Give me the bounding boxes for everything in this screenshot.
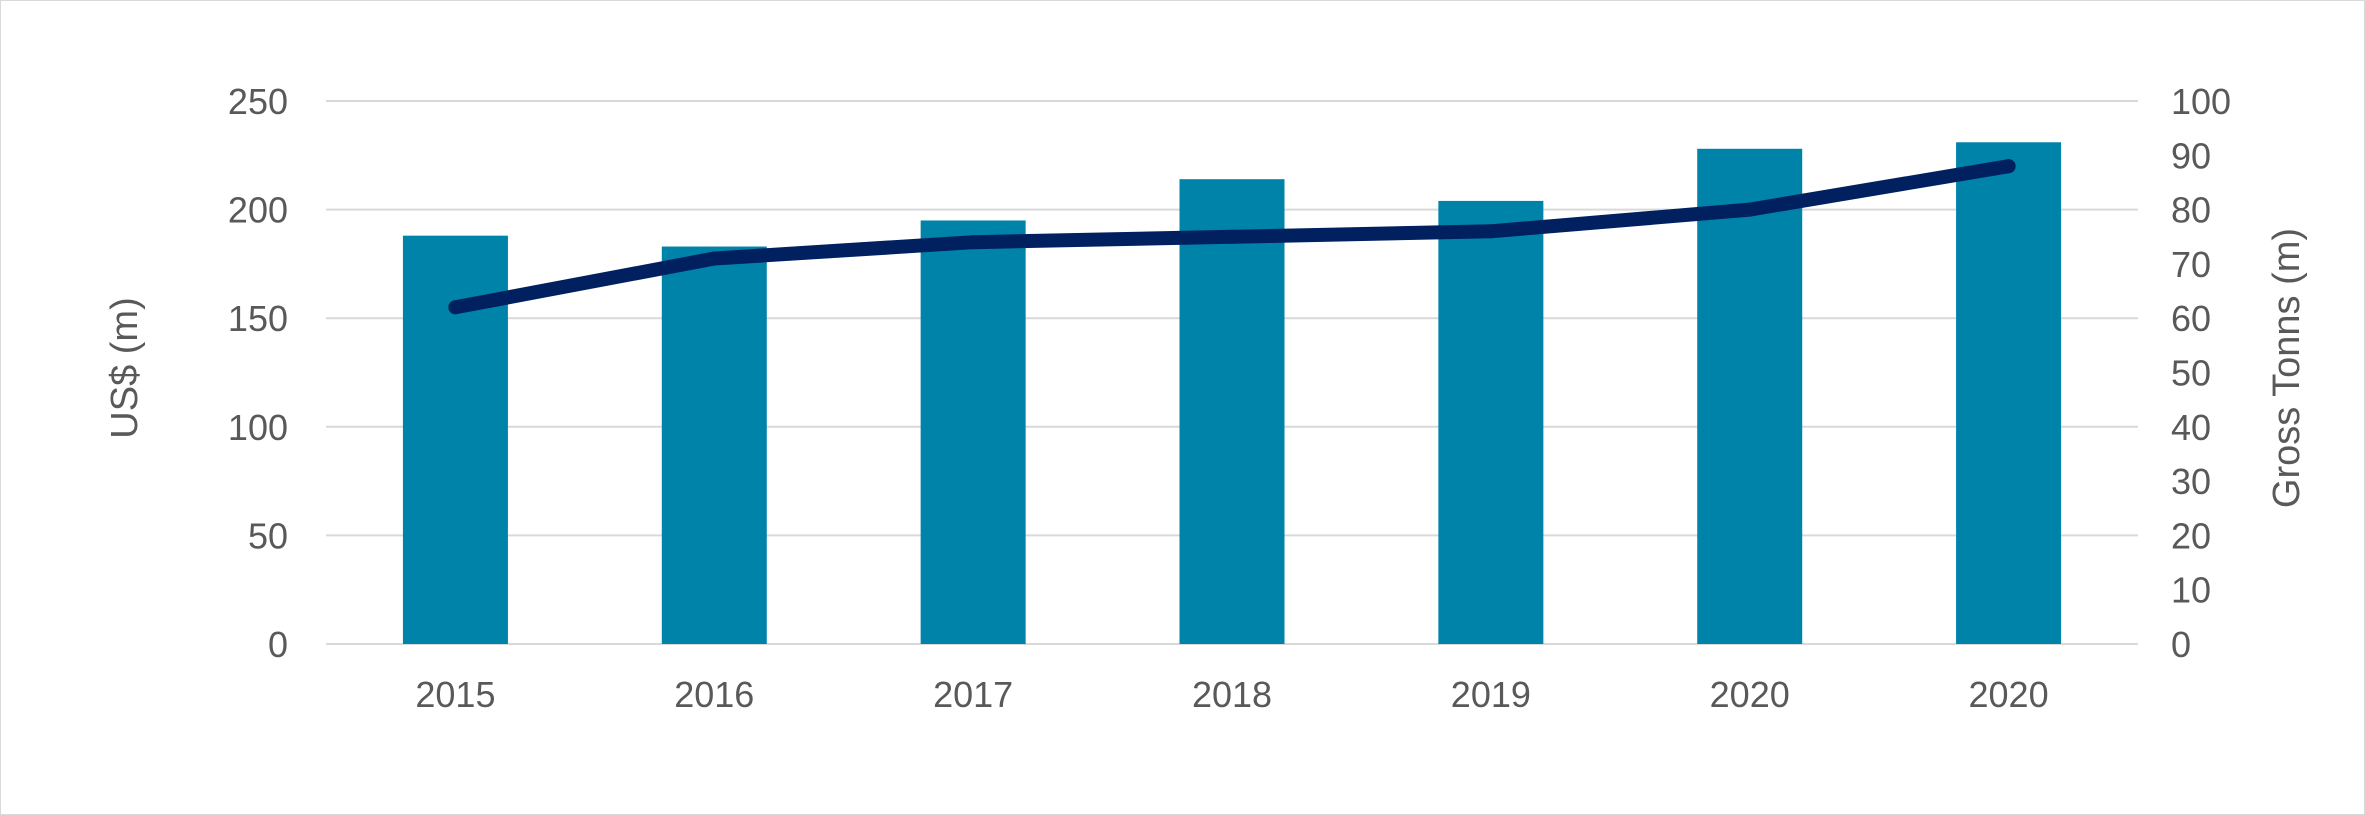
right-tick-label: 80: [2171, 190, 2211, 231]
bar: [661, 246, 767, 645]
x-tick-label: 2020: [1969, 674, 2049, 715]
right-tick-label: 40: [2171, 407, 2211, 448]
bar: [1697, 148, 1803, 644]
x-tick-label: 2020: [1710, 674, 1790, 715]
line-point: [1225, 229, 1239, 244]
right-tick-label: 30: [2171, 461, 2211, 502]
bar: [1438, 200, 1544, 645]
line-point: [966, 235, 981, 250]
right-tick-label: 70: [2171, 244, 2211, 285]
line-point: [707, 251, 722, 266]
line-point: [448, 300, 463, 315]
left-axis-title: US$ (m): [104, 297, 146, 438]
bar: [920, 220, 1026, 644]
x-tick-label: 2016: [674, 674, 754, 715]
right-tick-label: 100: [2171, 81, 2231, 122]
line-series: [448, 159, 2016, 315]
right-tick-label: 50: [2171, 353, 2211, 394]
left-tick-label: 150: [228, 298, 288, 339]
right-tick-label: 90: [2171, 135, 2211, 176]
right-axis-ticks: 0 10 20 30 40 50 60 70 80 90 100: [2171, 81, 2231, 665]
right-tick-label: 10: [2171, 570, 2211, 611]
right-axis-title: Gross Tonns (m): [2266, 228, 2308, 508]
left-axis-ticks: 0 50 100 150 200 250: [228, 81, 288, 665]
x-axis-ticks: 2015 2016 2017 2018 2019 2020 2020: [415, 674, 2048, 715]
line-point: [1483, 224, 1498, 239]
left-tick-label: 250: [228, 81, 288, 122]
left-tick-label: 100: [228, 407, 288, 448]
bar: [1956, 142, 2062, 644]
x-tick-label: 2018: [1192, 674, 1272, 715]
x-tick-label: 2015: [415, 674, 495, 715]
left-tick-label: 50: [248, 515, 288, 556]
bar: [1179, 179, 1285, 644]
left-tick-label: 200: [228, 190, 288, 231]
bar-series: [402, 142, 2062, 645]
x-tick-label: 2019: [1451, 674, 1531, 715]
right-tick-label: 0: [2171, 624, 2191, 665]
left-tick-label: 0: [268, 624, 288, 665]
x-tick-label: 2017: [933, 674, 1013, 715]
right-tick-label: 20: [2171, 515, 2211, 556]
line-point: [1742, 202, 1757, 217]
line-point: [2001, 159, 2016, 174]
right-tick-label: 60: [2171, 298, 2211, 339]
